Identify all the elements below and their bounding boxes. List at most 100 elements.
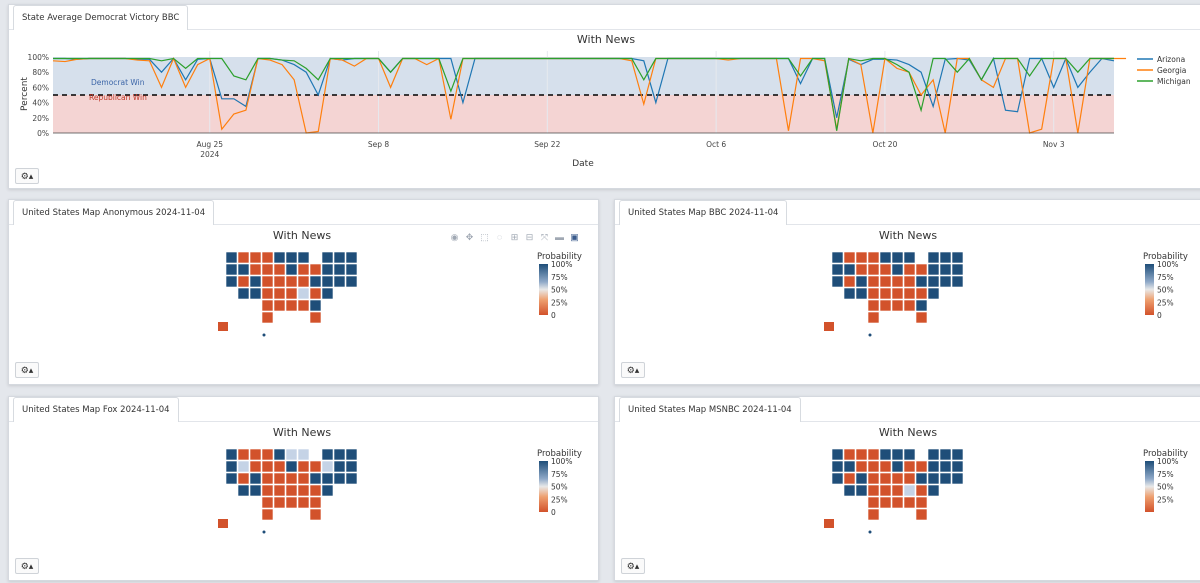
state-ct[interactable]	[939, 275, 952, 288]
state-nh[interactable]	[951, 263, 964, 276]
state-al[interactable]	[903, 299, 916, 312]
zoom-out-icon[interactable]: ⊟	[525, 232, 534, 242]
state-wa[interactable]	[225, 448, 238, 461]
state-mt[interactable]	[249, 251, 262, 264]
state-ak[interactable]	[218, 519, 228, 528]
state-de[interactable]	[321, 484, 334, 497]
state-tx[interactable]	[261, 311, 274, 324]
state-fl[interactable]	[915, 508, 928, 521]
state-ma[interactable]	[951, 275, 964, 288]
state-sd[interactable]	[867, 460, 880, 473]
box-select-icon[interactable]: ⬚	[480, 232, 489, 242]
state-tn[interactable]	[891, 484, 904, 497]
reset-icon[interactable]: ▬	[555, 232, 564, 242]
state-md[interactable]	[927, 472, 940, 485]
state-tn[interactable]	[285, 484, 298, 497]
state-ca[interactable]	[225, 275, 238, 288]
state-al[interactable]	[297, 299, 310, 312]
state-nd[interactable]	[867, 251, 880, 264]
state-de[interactable]	[321, 287, 334, 300]
state-mn[interactable]	[879, 448, 892, 461]
state-sd[interactable]	[261, 263, 274, 276]
state-ms[interactable]	[891, 299, 904, 312]
camera-icon[interactable]: ◉	[450, 232, 459, 242]
state-wy[interactable]	[249, 460, 262, 473]
state-me[interactable]	[345, 251, 358, 264]
state-ma[interactable]	[951, 472, 964, 485]
state-ne[interactable]	[261, 472, 274, 485]
settings-gear-button[interactable]: ⚙▴	[15, 558, 39, 574]
state-nm[interactable]	[249, 484, 262, 497]
state-mi[interactable]	[903, 251, 916, 264]
state-ms[interactable]	[285, 496, 298, 509]
state-ky[interactable]	[891, 472, 904, 485]
state-wi[interactable]	[891, 251, 904, 264]
state-mn[interactable]	[273, 448, 286, 461]
state-va[interactable]	[309, 472, 322, 485]
state-mi[interactable]	[297, 251, 310, 264]
state-mt[interactable]	[855, 448, 868, 461]
state-in[interactable]	[297, 263, 310, 276]
state-ia[interactable]	[879, 460, 892, 473]
state-ok[interactable]	[867, 496, 880, 509]
state-ne[interactable]	[867, 472, 880, 485]
state-nd[interactable]	[867, 448, 880, 461]
state-ma[interactable]	[345, 472, 358, 485]
state-wy[interactable]	[855, 263, 868, 276]
state-la[interactable]	[879, 299, 892, 312]
state-or[interactable]	[831, 460, 844, 473]
state-ms[interactable]	[285, 299, 298, 312]
state-mt[interactable]	[249, 448, 262, 461]
state-nm[interactable]	[855, 287, 868, 300]
state-in[interactable]	[903, 263, 916, 276]
state-ok[interactable]	[261, 496, 274, 509]
state-ut[interactable]	[237, 472, 250, 485]
state-sc[interactable]	[309, 287, 322, 300]
state-ak[interactable]	[218, 322, 228, 331]
state-az[interactable]	[237, 287, 250, 300]
state-oh[interactable]	[309, 460, 322, 473]
settings-gear-button[interactable]: ⚙▴	[15, 362, 39, 378]
tab-map[interactable]: United States Map BBC 2024-11-04	[619, 200, 788, 225]
state-ar[interactable]	[273, 287, 286, 300]
state-ky[interactable]	[891, 275, 904, 288]
state-tn[interactable]	[285, 287, 298, 300]
state-ne[interactable]	[261, 275, 274, 288]
state-de[interactable]	[927, 287, 940, 300]
tab-state-average[interactable]: State Average Democrat Victory BBC	[13, 5, 189, 30]
state-fl[interactable]	[915, 311, 928, 324]
state-ok[interactable]	[867, 299, 880, 312]
state-sd[interactable]	[867, 263, 880, 276]
state-ct[interactable]	[939, 472, 952, 485]
state-oh[interactable]	[309, 263, 322, 276]
settings-gear-button[interactable]: ⚙▴	[621, 558, 645, 574]
state-pa[interactable]	[927, 263, 940, 276]
settings-gear-button[interactable]: ⚙▴	[621, 362, 645, 378]
state-hi[interactable]	[868, 530, 872, 534]
state-fl[interactable]	[309, 311, 322, 324]
state-nv[interactable]	[237, 460, 250, 473]
state-or[interactable]	[225, 263, 238, 276]
state-ks[interactable]	[261, 287, 274, 300]
state-mi[interactable]	[903, 448, 916, 461]
state-ia[interactable]	[273, 460, 286, 473]
state-me[interactable]	[345, 448, 358, 461]
zoom-in-icon[interactable]: ⊞	[510, 232, 519, 242]
state-il[interactable]	[285, 263, 298, 276]
state-ar[interactable]	[879, 484, 892, 497]
state-mo[interactable]	[879, 275, 892, 288]
state-nc[interactable]	[903, 287, 916, 300]
state-ga[interactable]	[309, 299, 322, 312]
state-ky[interactable]	[285, 275, 298, 288]
state-id[interactable]	[237, 448, 250, 461]
state-or[interactable]	[225, 460, 238, 473]
state-vt[interactable]	[939, 448, 952, 461]
state-va[interactable]	[915, 275, 928, 288]
state-wa[interactable]	[831, 251, 844, 264]
state-ma[interactable]	[345, 275, 358, 288]
state-tx[interactable]	[261, 508, 274, 521]
state-ca[interactable]	[831, 275, 844, 288]
state-ut[interactable]	[843, 472, 856, 485]
state-tx[interactable]	[867, 311, 880, 324]
plotly-logo-icon[interactable]: ▣	[570, 232, 579, 242]
